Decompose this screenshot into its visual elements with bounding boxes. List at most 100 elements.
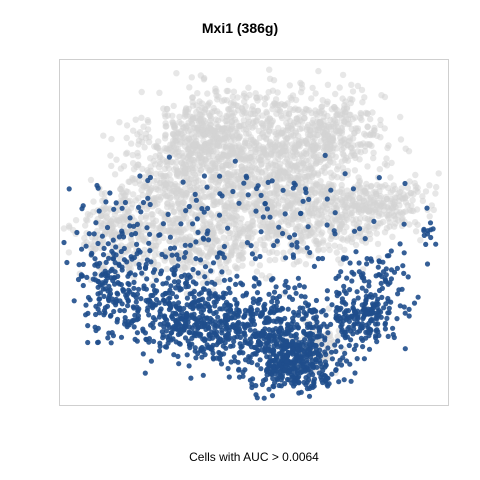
data-point [321, 169, 329, 176]
data-point [157, 184, 164, 191]
data-point [165, 321, 171, 327]
data-point [344, 187, 351, 194]
data-point [129, 160, 137, 167]
data-point [116, 261, 122, 267]
data-point [253, 383, 259, 389]
data-point [390, 331, 396, 338]
data-point [177, 134, 184, 141]
data-point [227, 178, 234, 185]
data-point [332, 231, 338, 237]
data-point [107, 287, 113, 293]
data-point [287, 234, 293, 240]
data-point [219, 153, 226, 160]
data-point [222, 320, 228, 326]
data-point [200, 235, 206, 241]
data-point [85, 323, 91, 329]
data-point [206, 304, 212, 310]
data-point [255, 300, 261, 306]
data-point [220, 234, 227, 241]
data-point [110, 251, 117, 257]
data-point [314, 170, 322, 177]
data-point [376, 188, 383, 195]
data-point [65, 249, 73, 256]
data-point [255, 127, 262, 135]
data-point [188, 164, 196, 172]
data-point [367, 230, 374, 238]
data-point [106, 255, 112, 261]
data-point [397, 209, 404, 216]
data-point [402, 346, 408, 352]
data-point [231, 311, 237, 317]
data-point [227, 307, 233, 313]
data-point [187, 113, 194, 120]
data-point [326, 246, 333, 254]
data-point [226, 303, 232, 309]
data-point [269, 299, 275, 305]
data-point [139, 270, 145, 276]
data-point [296, 223, 303, 230]
data-point [218, 136, 225, 143]
data-point [122, 321, 128, 327]
data-point [423, 241, 429, 247]
data-point [414, 188, 421, 195]
data-point [339, 71, 347, 79]
data-point [201, 346, 207, 352]
data-point [272, 256, 279, 263]
data-point [412, 171, 419, 179]
data-point [236, 366, 242, 372]
data-point [252, 256, 258, 262]
data-point [361, 215, 369, 222]
data-point [324, 196, 330, 202]
data-point [357, 226, 363, 232]
data-point [204, 342, 210, 348]
data-point [200, 296, 206, 302]
data-point [203, 220, 210, 228]
data-point [332, 210, 338, 216]
data-point [147, 231, 153, 237]
data-point [112, 269, 118, 275]
data-point [238, 163, 245, 170]
data-point [175, 353, 181, 359]
data-point [256, 281, 262, 287]
data-point [351, 326, 357, 332]
data-point [324, 296, 330, 302]
data-point [273, 178, 280, 186]
data-point [238, 225, 246, 232]
data-point [231, 335, 237, 341]
data-point [297, 79, 304, 87]
data-point [319, 239, 327, 246]
data-point [222, 265, 230, 272]
data-point [312, 180, 319, 187]
data-point [305, 331, 312, 337]
data-point [186, 126, 194, 134]
data-point [219, 269, 225, 275]
data-point [195, 247, 202, 254]
data-point [382, 320, 388, 326]
data-point [176, 361, 182, 367]
data-point [299, 339, 305, 345]
data-point [267, 214, 273, 220]
data-point [156, 232, 162, 238]
data-point [295, 132, 302, 140]
data-point [232, 225, 239, 233]
data-point [417, 237, 424, 244]
data-point [290, 318, 296, 324]
data-point [207, 290, 213, 296]
data-point [343, 255, 349, 261]
data-point [338, 323, 344, 330]
data-point [404, 202, 411, 209]
data-point [218, 318, 224, 324]
data-point [220, 143, 228, 151]
data-point [309, 84, 316, 92]
data-point [306, 132, 313, 139]
data-point [230, 88, 238, 95]
data-point [204, 315, 210, 321]
data-point [278, 143, 285, 150]
data-point [178, 316, 184, 322]
data-point [276, 224, 282, 230]
data-point [107, 190, 113, 196]
data-point [134, 153, 142, 160]
data-point [268, 227, 275, 234]
data-point [362, 143, 369, 150]
data-point [317, 138, 324, 145]
